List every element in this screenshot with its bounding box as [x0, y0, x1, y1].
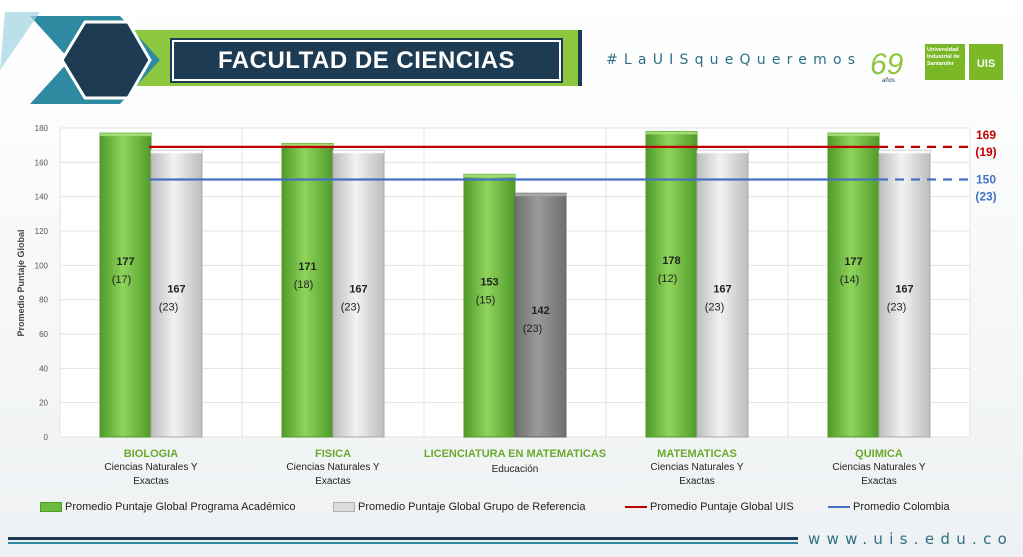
- bar-count-label: (23): [523, 323, 543, 335]
- bar-count-label: (23): [159, 302, 179, 314]
- y-tick-label: 40: [39, 364, 48, 373]
- x-group-label: Educación: [492, 464, 539, 475]
- legend-label-reference: Promedio Puntaje Global Grupo de Referen…: [358, 501, 585, 513]
- bar-value-label: 142: [531, 305, 549, 317]
- legend-item-program: Promedio Puntaje Global Programa Académi…: [40, 501, 296, 513]
- bar-value-label: 171: [298, 261, 316, 273]
- bar-top-highlight: [151, 150, 202, 153]
- y-tick-label: 160: [35, 158, 49, 167]
- y-tick-label: 20: [39, 399, 48, 408]
- bar-value-label: 167: [895, 284, 913, 296]
- bar-top-highlight: [100, 133, 151, 136]
- y-tick-label: 80: [39, 296, 48, 305]
- reference-count-label: (23): [975, 190, 996, 204]
- y-axis-label: Promedio Puntaje Global: [16, 229, 26, 336]
- bar-count-label: (15): [476, 295, 496, 307]
- bar-top-highlight: [464, 174, 515, 177]
- legend-label-uis: Promedio Puntaje Global UIS: [650, 501, 794, 513]
- legend-item-uis: Promedio Puntaje Global UIS: [625, 501, 794, 513]
- legend-line-uis: [625, 506, 647, 508]
- x-group-label: Ciencias Naturales Y: [832, 462, 926, 473]
- y-tick-label: 180: [35, 124, 49, 133]
- y-tick-label: 0: [44, 433, 49, 442]
- bar-count-label: (14): [840, 274, 860, 286]
- x-category-label: MATEMATICAS: [657, 448, 737, 460]
- x-group-label: Ciencias Naturales Y: [286, 462, 380, 473]
- legend-item-reference: Promedio Puntaje Global Grupo de Referen…: [333, 501, 585, 513]
- bar-count-label: (18): [294, 279, 314, 291]
- legend-label-program: Promedio Puntaje Global Programa Académi…: [65, 501, 296, 513]
- bar-value-label: 167: [349, 284, 367, 296]
- reference-value-label: 169: [976, 128, 996, 142]
- x-category-label: FISICA: [315, 448, 351, 460]
- y-tick-label: 100: [35, 261, 49, 270]
- legend-label-colombia: Promedio Colombia: [853, 501, 950, 513]
- chart-legend: Promedio Puntaje Global Programa Académi…: [40, 501, 1000, 517]
- bar-top-highlight: [515, 193, 566, 196]
- x-group-label-line2: Exactas: [133, 476, 169, 487]
- legend-swatch-program: [40, 502, 62, 512]
- x-group-label: Ciencias Naturales Y: [104, 462, 198, 473]
- x-group-label-line2: Exactas: [861, 476, 897, 487]
- x-group-label: Ciencias Naturales Y: [650, 462, 744, 473]
- x-category-label: BIOLOGIA: [124, 448, 178, 460]
- bar-top-highlight: [879, 150, 930, 153]
- y-tick-label: 60: [39, 330, 48, 339]
- bar-top-highlight: [333, 150, 384, 153]
- bar-top-highlight: [646, 131, 697, 134]
- legend-swatch-reference: [333, 502, 355, 512]
- bar-count-label: (23): [705, 302, 725, 314]
- x-category-label: LICENCIATURA EN MATEMATICAS: [424, 448, 606, 460]
- bar-value-label: 177: [844, 256, 862, 268]
- bar-count-label: (12): [658, 273, 678, 285]
- reference-value-label: 150: [976, 173, 996, 187]
- x-group-label-line2: Exactas: [315, 476, 351, 487]
- bar-value-label: 178: [662, 255, 680, 267]
- bar-value-label: 153: [480, 277, 498, 289]
- bar-top-highlight: [828, 133, 879, 136]
- y-tick-label: 140: [35, 193, 49, 202]
- legend-item-colombia: Promedio Colombia: [828, 501, 950, 513]
- y-tick-label: 120: [35, 227, 49, 236]
- bar-value-label: 167: [713, 284, 731, 296]
- bar-value-label: 167: [167, 284, 185, 296]
- legend-line-colombia: [828, 506, 850, 508]
- bar-count-label: (17): [112, 274, 132, 286]
- reference-count-label: (19): [975, 145, 996, 159]
- bar-count-label: (23): [341, 302, 361, 314]
- x-category-label: QUIMICA: [855, 448, 903, 460]
- bar-value-label: 177: [116, 256, 134, 268]
- bar-count-label: (23): [887, 302, 907, 314]
- bar-top-highlight: [697, 150, 748, 153]
- x-group-label-line2: Exactas: [679, 476, 715, 487]
